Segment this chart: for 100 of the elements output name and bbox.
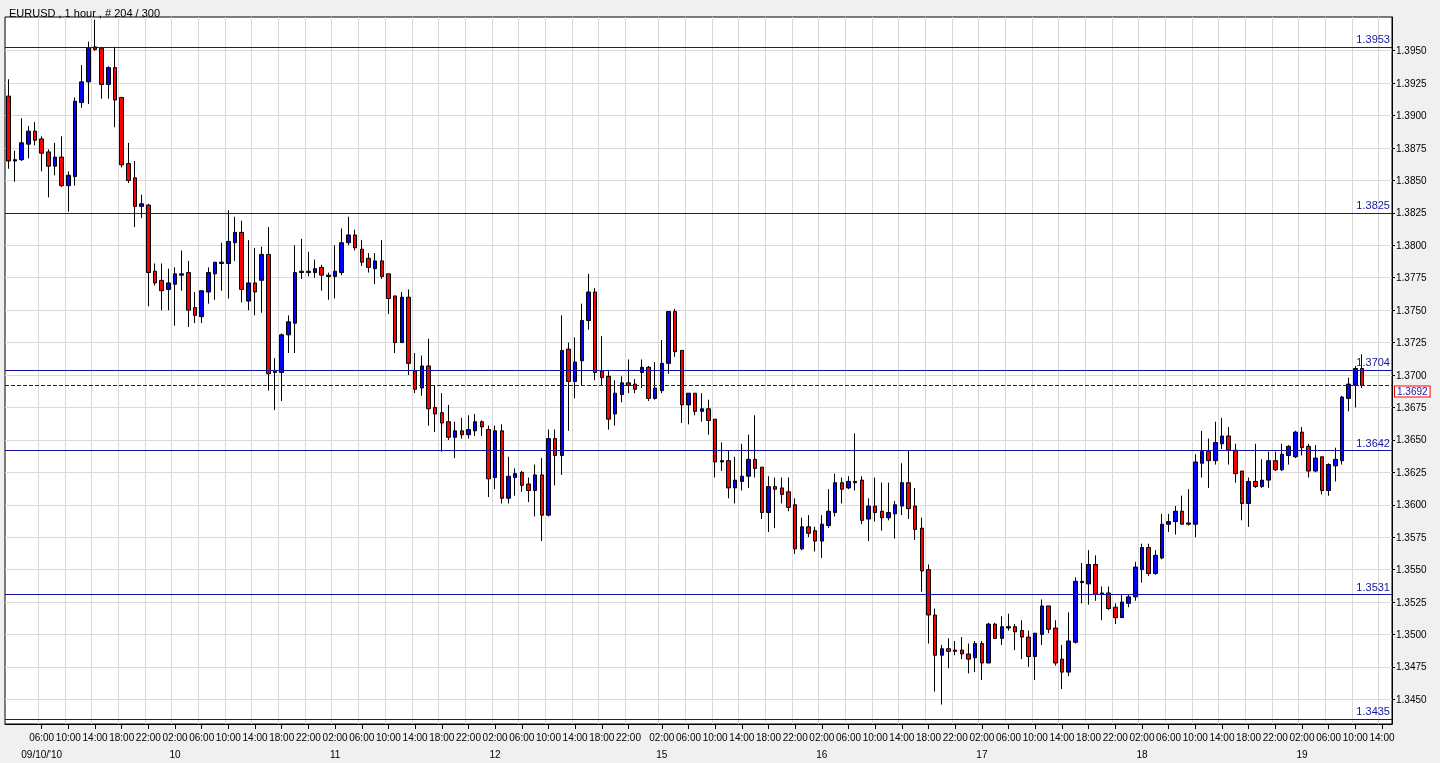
x-tick-label: 06:00	[836, 732, 862, 743]
candlestick	[366, 252, 371, 274]
candlestick	[760, 466, 764, 520]
candlestick	[286, 314, 291, 354]
candlestick	[646, 365, 651, 402]
candlestick	[166, 268, 171, 311]
candlestick	[206, 266, 211, 305]
candlestick	[753, 414, 757, 479]
x-tick-label: 06:00	[1316, 732, 1342, 743]
ref-line-label: 1.3435	[1356, 705, 1390, 718]
candlestick	[1066, 611, 1071, 677]
candlestick	[1226, 426, 1231, 466]
candlestick	[1120, 593, 1124, 619]
candlestick	[493, 425, 497, 490]
candlestick	[740, 443, 744, 491]
x-tick-label: 10:00	[215, 732, 242, 743]
candlestick	[233, 216, 237, 262]
x-tick-label: 06:00	[996, 732, 1022, 743]
candlestick	[1260, 458, 1264, 489]
candlestick	[1246, 477, 1251, 528]
candlestick	[1206, 438, 1211, 489]
candlestick	[960, 636, 964, 660]
candlestick	[99, 46, 104, 100]
candlestick	[546, 429, 551, 517]
candlestick	[793, 497, 797, 555]
candlestick	[1000, 615, 1004, 646]
candlestick	[746, 434, 751, 489]
candlestick	[800, 517, 804, 551]
candlestick	[920, 517, 924, 593]
x-tick-label: 18:00	[1236, 732, 1262, 743]
candlestick	[640, 358, 644, 389]
candlestick	[1186, 488, 1191, 527]
candlestick	[1086, 549, 1091, 606]
candlestick	[733, 456, 737, 504]
x-tick-label: 10:00	[55, 732, 82, 743]
candlestick	[219, 242, 224, 292]
candlestick	[826, 488, 831, 529]
candlestick	[860, 475, 864, 525]
candlestick	[473, 413, 477, 437]
candlestick	[1193, 453, 1198, 538]
candlestick	[980, 640, 984, 681]
candlestick	[566, 342, 571, 432]
x-tick-label: 06:00	[349, 732, 375, 743]
candlestick	[406, 288, 411, 376]
candlestick	[626, 358, 631, 394]
candlestick	[1006, 613, 1011, 632]
candlestick	[660, 339, 664, 394]
candlestick	[66, 170, 71, 213]
candlestick	[13, 150, 17, 183]
candlestick	[126, 142, 131, 184]
candlestick	[460, 417, 464, 440]
x-tick-label: 14:00	[1209, 732, 1235, 743]
candlestick	[666, 310, 671, 375]
candlestick	[466, 414, 471, 440]
y-tick-label: 1.3700	[1396, 369, 1428, 381]
candlestick	[586, 273, 591, 331]
x-tick-label: 02:00 19	[1289, 732, 1315, 760]
candlestick	[173, 266, 177, 327]
candlestick	[239, 220, 244, 303]
candlestick	[1040, 598, 1044, 646]
ref-line-label: 1.3642	[1356, 436, 1390, 449]
y-tick-label: 1.3475	[1396, 661, 1428, 673]
candlestick	[866, 497, 871, 542]
x-tick-label: 02:00 12	[482, 732, 509, 760]
candlestick	[426, 338, 431, 427]
candlestick	[1313, 444, 1318, 473]
x-tick-label: 14:00	[1369, 732, 1395, 743]
y-tick-label: 1.3925	[1396, 77, 1428, 89]
x-tick-label: 22:00	[782, 732, 809, 743]
x-tick-label: 18:00	[1076, 732, 1102, 743]
candlestick	[153, 262, 157, 287]
candlestick	[360, 239, 364, 267]
x-tick-label: 22:00	[455, 732, 482, 743]
candlestick	[926, 563, 931, 645]
candlestick	[693, 392, 697, 416]
candlestick	[1093, 554, 1098, 602]
x-tick-label: 10:00	[1022, 732, 1049, 743]
candlestick	[593, 287, 597, 381]
x-tick-label: 22:00	[135, 732, 162, 743]
candlestick	[273, 357, 277, 411]
x-tick-label: 10:00	[862, 732, 889, 743]
y-tick-label: 1.3550	[1396, 564, 1428, 576]
x-tick-label: 18:00	[269, 732, 295, 743]
candlestick	[380, 239, 384, 280]
candlestick	[540, 457, 544, 542]
x-tick-label: 22:00	[1262, 732, 1289, 743]
candlestick	[93, 19, 97, 52]
candlestick	[339, 227, 344, 276]
candlestick	[1300, 426, 1304, 456]
candlestick	[953, 640, 957, 656]
x-tick-label: 06:00	[675, 732, 702, 743]
y-tick-label: 1.3625	[1396, 466, 1428, 478]
candlestick	[706, 399, 711, 436]
candlestick	[813, 526, 817, 552]
y-tick-label: 1.3675	[1396, 401, 1428, 413]
candlestick	[1286, 444, 1291, 466]
candlestick	[786, 477, 791, 512]
candlestick	[146, 203, 151, 307]
candlestick	[1173, 505, 1178, 536]
candlestick	[820, 514, 824, 559]
